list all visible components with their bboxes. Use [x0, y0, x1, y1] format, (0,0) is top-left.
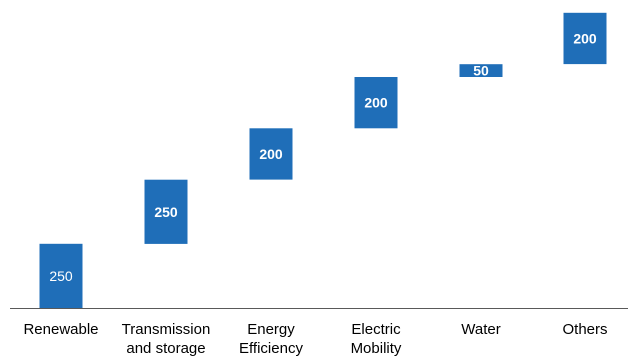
x-tick-label-5-line-0: Others	[562, 321, 607, 338]
x-tick-label-4: Water	[461, 321, 500, 338]
value-label-5: 200	[573, 31, 597, 47]
x-tick-label-2: Energy Efficiency	[239, 321, 303, 357]
value-label-4: 50	[473, 63, 489, 79]
x-tick-label-3-line-0: Electric	[351, 321, 401, 338]
x-tick-label-1-line-1: and storage	[126, 340, 205, 357]
value-label-0: 250	[49, 268, 73, 284]
value-labels-group: 250 250 200 200 50 200	[49, 31, 597, 284]
bar-0	[39, 243, 83, 308]
x-tick-label-2-line-0: Energy	[247, 321, 295, 338]
bar-4	[459, 64, 503, 77]
x-tick-label-0: Renewable	[23, 321, 98, 338]
bar-3	[354, 77, 398, 129]
x-tick-label-5: Others	[562, 321, 607, 338]
x-tick-label-2-line-1: Efficiency	[239, 340, 303, 357]
bar-5	[563, 12, 607, 65]
x-tick-label-3: Electric Mobility	[351, 321, 402, 357]
x-tick-label-4-line-0: Water	[461, 321, 500, 338]
value-label-1: 250	[154, 204, 178, 220]
x-tick-label-1: Transmission and storage	[122, 321, 211, 357]
value-label-2: 200	[259, 146, 283, 162]
bar-2	[249, 128, 293, 180]
x-tick-label-1-line-0: Transmission	[122, 321, 211, 338]
value-label-3: 200	[364, 95, 388, 111]
bars-group	[39, 12, 607, 308]
x-tick-label-0-line-0: Renewable	[23, 321, 98, 338]
bar-1	[144, 179, 188, 244]
x-tick-label-3-line-1: Mobility	[351, 340, 402, 357]
x-tick-labels-group: Renewable Transmission and storage Energy Ef…	[23, 321, 607, 357]
